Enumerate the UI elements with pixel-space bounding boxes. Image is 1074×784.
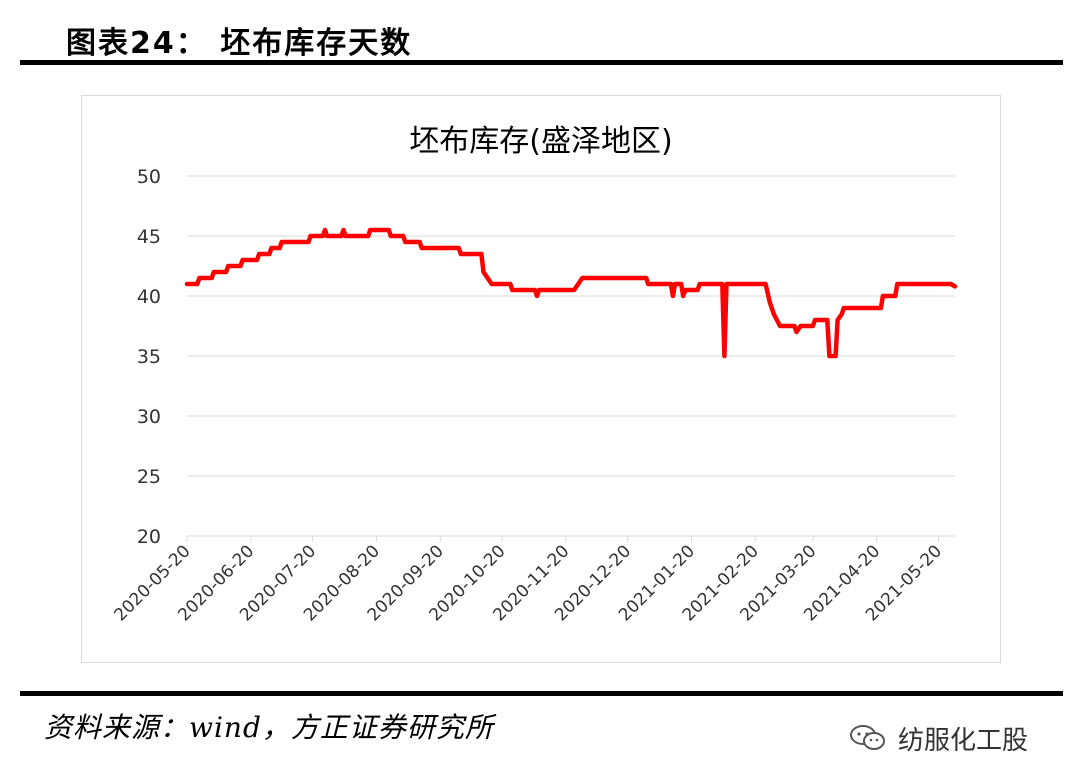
watermark: 纺服化工股 bbox=[848, 720, 1028, 756]
plot-area bbox=[184, 227, 958, 359]
y-tick-label: 40 bbox=[137, 286, 161, 308]
wechat-icon bbox=[850, 725, 885, 750]
y-tick-label: 35 bbox=[137, 346, 161, 368]
watermark-text: 纺服化工股 bbox=[898, 725, 1029, 756]
inventory-line-chart: 坯布库存(盛泽地区) 20 25 30 35 40 45 50 2020-05-202020… bbox=[111, 124, 958, 625]
y-tick-label: 45 bbox=[137, 226, 161, 248]
bottom-rule bbox=[20, 691, 1063, 696]
y-tick-label: 50 bbox=[137, 166, 161, 188]
x-axis-ticks: 2020-05-202020-06-202020-07-202020-08-20… bbox=[111, 536, 946, 625]
chart-frame: 坯布库存(盛泽地区) 20 25 30 35 40 45 50 2020-05-20 2020… bbox=[81, 95, 1001, 663]
chart-title: 坯布库存(盛泽地区) bbox=[409, 124, 672, 159]
top-rule bbox=[20, 60, 1063, 65]
figure-title: 图表24： 坯布库存天数 bbox=[66, 26, 413, 61]
source-note: 资料来源：wind，方正证券研究所 bbox=[44, 711, 494, 744]
y-tick-label: 30 bbox=[137, 406, 161, 428]
y-tick-label: 20 bbox=[137, 526, 161, 548]
y-axis-ticks: 20 25 30 35 40 45 50 bbox=[137, 166, 161, 548]
y-tick-label: 25 bbox=[137, 466, 161, 488]
gridlines bbox=[187, 175, 955, 537]
series-line-0 bbox=[184, 227, 958, 359]
